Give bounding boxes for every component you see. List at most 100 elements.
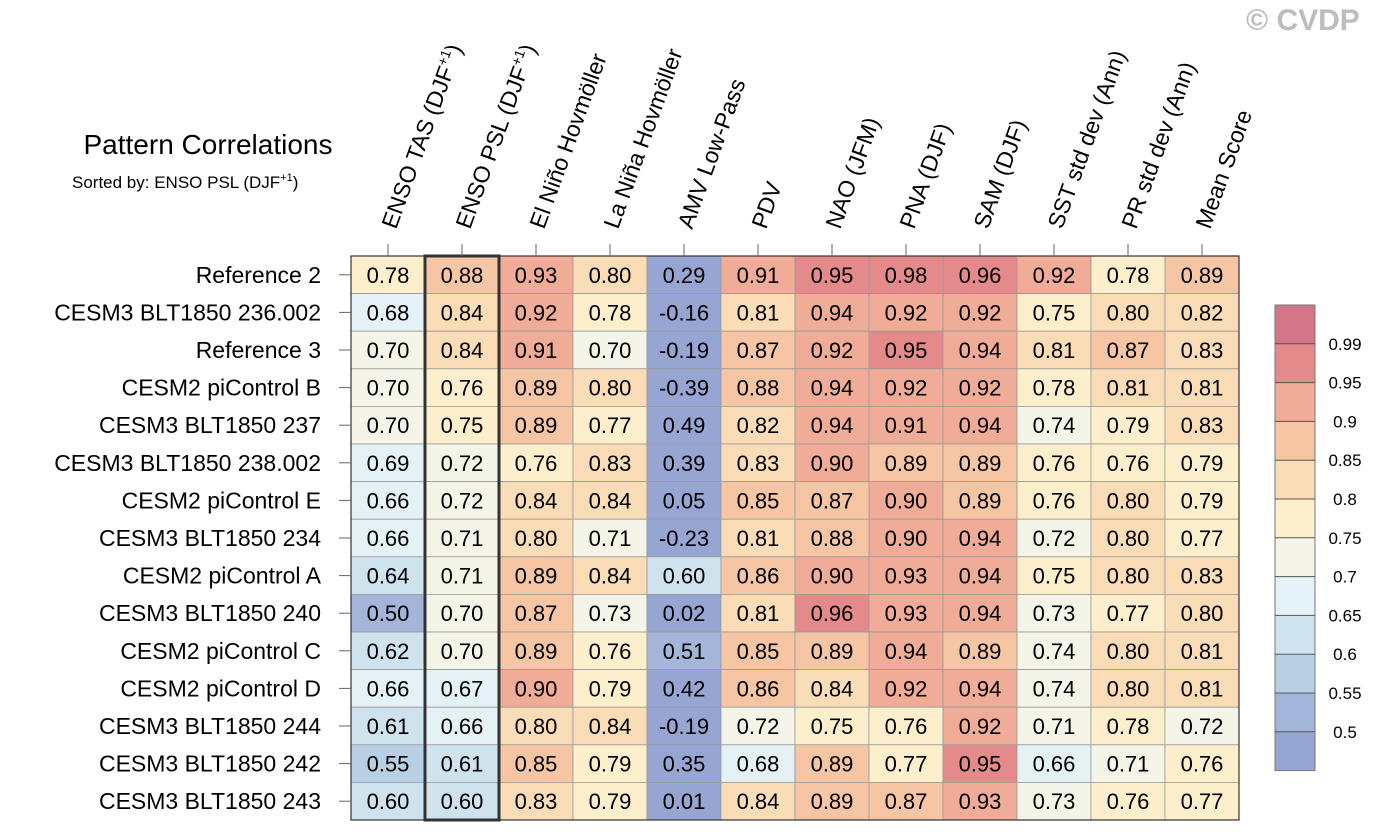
heatmap-cell [794,556,870,595]
heatmap-cell [572,556,648,595]
cell-value-label: 0.81 [1033,338,1076,363]
cell-value-label: 0.66 [441,714,484,739]
cell-value-label: 0.84 [441,338,484,363]
cell-value-label: 0.80 [589,376,632,401]
cell-value-label: 0.80 [515,526,558,551]
heatmap-cell [646,368,722,407]
cell-value-label: 0.96 [959,263,1002,288]
cell-value-label: 0.75 [1033,564,1076,589]
cell-value-label: 0.94 [811,376,854,401]
cell-value-label: 0.80 [1107,676,1150,701]
heatmap-cell [350,631,426,670]
cell-value-label: 0.70 [367,376,410,401]
chart-title: Pattern Correlations [83,129,332,160]
cell-value-label: 0.73 [589,601,632,626]
cell-value-label: 0.70 [367,338,410,363]
heatmap-cell [868,744,944,783]
cell-value-label: 0.81 [737,300,780,325]
heatmap-cell [424,405,500,445]
row-label: CESM2 piControl B [122,375,321,401]
cell-value-label: 0.78 [1107,714,1150,739]
heatmap-cell [794,481,870,520]
heatmap-cell [794,782,870,821]
cell-value-label: 0.84 [737,789,780,814]
cell-value-label: 0.92 [885,376,928,401]
heatmap-cell [646,631,722,670]
heatmap-cell [1016,368,1092,407]
cell-value-label: 0.94 [811,413,854,438]
heatmap-cell [424,293,500,332]
heatmap-cell [572,405,648,445]
cell-value-label: 0.92 [885,300,928,325]
cell-value-label: 0.88 [737,376,780,401]
heatmap-cell [572,443,648,482]
cell-value-label: 0.62 [367,639,410,664]
column-label: SAM (DJF) [968,116,1031,232]
cell-value-label: 0.74 [1033,676,1076,701]
heatmap-cell [572,744,648,783]
cell-value-label: 0.78 [589,300,632,325]
cell-value-label: 0.64 [367,564,410,589]
cell-value-label: 0.49 [663,413,706,438]
heatmap-cell [868,481,944,520]
cell-value-label: 0.60 [441,789,484,814]
heatmap-cell [794,706,870,746]
row-label: CESM3 BLT1850 243 [99,788,321,814]
heatmap-cell [646,706,722,746]
heatmap-cell [720,631,796,670]
heatmap-cell [720,594,796,633]
colorbar-tick-label: 0.65 [1328,606,1361,625]
heatmap-cell [1090,594,1166,633]
cell-value-label: 0.50 [367,601,410,626]
heatmap-cell [646,443,722,482]
cell-value-label: 0.81 [1181,676,1224,701]
row-label: CESM3 BLT1850 238.002 [54,450,321,476]
cell-value-label: 0.89 [515,564,558,589]
cell-value-label: 0.76 [441,376,484,401]
colorbar-tick-label: 0.7 [1333,568,1357,587]
row-label: CESM2 piControl E [122,487,321,513]
heatmap-cell [1090,293,1166,332]
cell-value-label: 0.96 [811,601,854,626]
cell-value-label: 0.82 [737,413,780,438]
cell-value-label: 0.75 [811,714,854,739]
heatmap-cell [572,293,648,332]
heatmap-cell [794,631,870,670]
cell-value-label: 0.81 [737,601,780,626]
cell-value-label: 0.93 [959,789,1002,814]
heatmap-cell [868,405,944,445]
heatmap-cell [646,744,722,783]
cell-value-label: 0.71 [441,564,484,589]
heatmap-cell [498,443,574,482]
cell-value-label: 0.02 [663,601,706,626]
cell-value-label: 0.85 [737,488,780,513]
cell-value-label: 0.92 [811,338,854,363]
heatmap-cell [1164,405,1240,445]
colorbar-bin [1275,460,1315,499]
colorbar-bin [1275,615,1315,655]
cell-value-label: 0.94 [959,564,1002,589]
colorbar-bin [1275,654,1315,693]
cell-value-label: 0.92 [959,300,1002,325]
cell-value-label: 0.94 [959,413,1002,438]
heatmap-cell [424,631,500,670]
cell-value-label: 0.95 [811,263,854,288]
heatmap-cell [424,443,500,482]
cell-value-label: 0.39 [663,451,706,476]
cell-value-label: 0.79 [1181,451,1224,476]
chart-subtitle: Sorted by: ENSO PSL (DJF+1) [72,172,298,192]
colorbar-tick-label: 0.55 [1328,684,1361,703]
colorbar-tick-label: 0.5 [1333,723,1357,742]
heatmap-cell [794,405,870,445]
heatmap-cell [498,255,574,294]
cell-value-label: 0.66 [367,676,410,701]
cell-value-label: 0.89 [515,639,558,664]
cell-value-label: -0.19 [659,338,709,363]
cell-value-label: 0.61 [367,714,410,739]
heatmap-cell [646,330,722,370]
heatmap-cell [868,594,944,633]
cell-value-label: 0.78 [1107,263,1150,288]
cell-value-label: 0.89 [959,639,1002,664]
heatmap-cell [498,293,574,332]
